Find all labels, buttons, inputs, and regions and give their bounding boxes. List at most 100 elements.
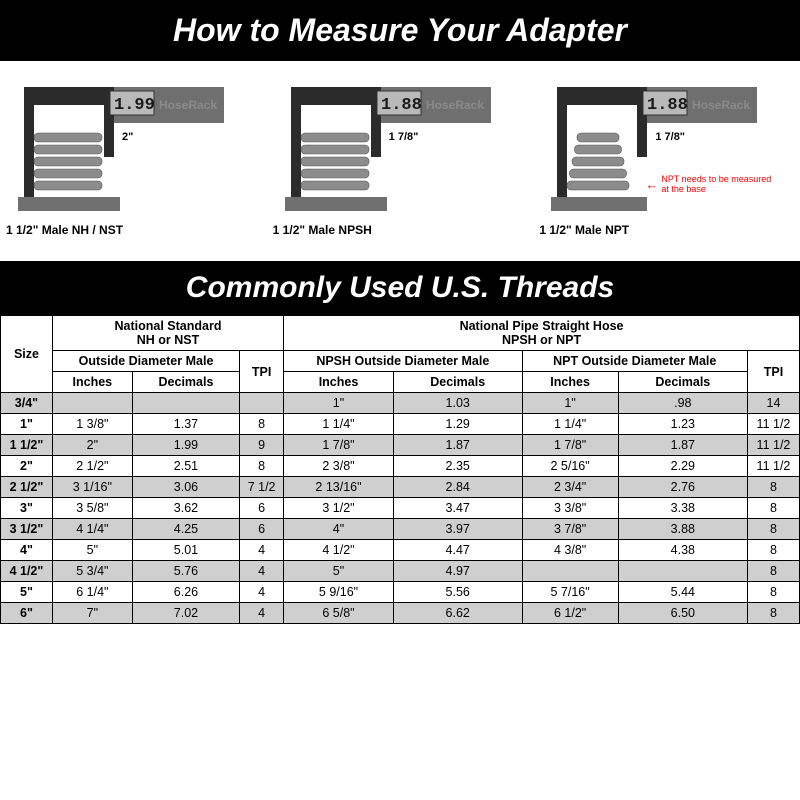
- cell-nh-dec: 5.76: [132, 561, 239, 582]
- cell-nh-dec: 1.37: [132, 414, 239, 435]
- cell-size: 2": [1, 456, 53, 477]
- caliper-reading-annotation: 2": [122, 131, 133, 143]
- caliper-block: 1.88HoseRack 1 7/8"1 1/2" Male NPSH: [271, 79, 530, 237]
- cell-size: 2 1/2": [1, 477, 53, 498]
- cell-nh-tpi: 8: [240, 456, 284, 477]
- cell-size: 6": [1, 603, 53, 624]
- cell-npt-in: 4 3/8": [522, 540, 618, 561]
- cell-npt-dec: 1.23: [618, 414, 747, 435]
- cell-npt-dec: 5.44: [618, 582, 747, 603]
- col-nh-decimals: Decimals: [132, 372, 239, 393]
- col-np-tpi: TPI: [747, 351, 799, 393]
- cell-npt-dec: 3.88: [618, 519, 747, 540]
- cell-nh-in: 3 1/16": [52, 477, 132, 498]
- table-row: 4 1/2" 5 3/4" 5.76 4 5" 4.97 8: [1, 561, 800, 582]
- table-row: 2 1/2" 3 1/16" 3.06 7 1/2 2 13/16" 2.84 …: [1, 477, 800, 498]
- cell-size: 3/4": [1, 393, 53, 414]
- col-npt-decimals: Decimals: [618, 372, 747, 393]
- svg-text:1.88: 1.88: [381, 96, 422, 115]
- cell-npsh-dec: 1.29: [393, 414, 522, 435]
- table-row: 5" 6 1/4" 6.26 4 5 9/16" 5.56 5 7/16" 5.…: [1, 582, 800, 603]
- cell-nh-tpi: 4: [240, 540, 284, 561]
- cell-npsh-in: 1 1/4": [284, 414, 394, 435]
- col-nh-tpi: TPI: [240, 351, 284, 393]
- cell-nh-tpi: 8: [240, 414, 284, 435]
- cell-npsh-in: 2 13/16": [284, 477, 394, 498]
- cell-npt-dec: 1.87: [618, 435, 747, 456]
- caliper-block: 1.99HoseRack 2" 1 1/2" Male NH / NST: [4, 79, 263, 237]
- cell-npt-in: [522, 561, 618, 582]
- group-national-standard: National StandardNH or NST: [52, 316, 283, 351]
- cell-nh-dec: 1.99: [132, 435, 239, 456]
- cell-size: 3 1/2": [1, 519, 53, 540]
- cell-nh-tpi: [240, 393, 284, 414]
- cell-nh-in: 2": [52, 435, 132, 456]
- cell-np-tpi: 14: [747, 393, 799, 414]
- table-row: 1 1/2" 2" 1.99 9 1 7/8" 1.87 1 7/8" 1.87…: [1, 435, 800, 456]
- cell-nh-in: 5": [52, 540, 132, 561]
- cell-npt-in: 1": [522, 393, 618, 414]
- caliper-illustration-2: 1.88HoseRack: [537, 79, 777, 219]
- cell-nh-dec: 7.02: [132, 603, 239, 624]
- cell-nh-in: 6 1/4": [52, 582, 132, 603]
- cell-nh-tpi: 7 1/2: [240, 477, 284, 498]
- caliper-block: 1.88HoseRack 1 7/8"←NPT needs to be meas…: [537, 79, 796, 237]
- cell-size: 5": [1, 582, 53, 603]
- cell-size: 1 1/2": [1, 435, 53, 456]
- cell-np-tpi: 11 1/2: [747, 435, 799, 456]
- cell-nh-dec: [132, 393, 239, 414]
- col-npsh-inches: Inches: [284, 372, 394, 393]
- cell-npt-in: 3 7/8": [522, 519, 618, 540]
- cell-np-tpi: 11 1/2: [747, 414, 799, 435]
- cell-npsh-dec: 3.97: [393, 519, 522, 540]
- cell-npt-dec: 4.38: [618, 540, 747, 561]
- svg-text:HoseRack: HoseRack: [159, 98, 217, 112]
- caliper-reading-annotation: 1 7/8": [655, 131, 685, 143]
- table-row: 2" 2 1/2" 2.51 8 2 3/8" 2.35 2 5/16" 2.2…: [1, 456, 800, 477]
- caliper-type-label: 1 1/2" Male NH / NST: [6, 223, 123, 237]
- cell-nh-in: 2 1/2": [52, 456, 132, 477]
- cell-npsh-in: 1 7/8": [284, 435, 394, 456]
- sub-nh-od: Outside Diameter Male: [52, 351, 239, 372]
- cell-np-tpi: 8: [747, 519, 799, 540]
- table-row: 6" 7" 7.02 4 6 5/8" 6.62 6 1/2" 6.50 8: [1, 603, 800, 624]
- cell-size: 3": [1, 498, 53, 519]
- cell-nh-dec: 6.26: [132, 582, 239, 603]
- cell-npt-in: 6 1/2": [522, 603, 618, 624]
- cell-nh-tpi: 4: [240, 561, 284, 582]
- cell-np-tpi: 11 1/2: [747, 456, 799, 477]
- cell-size: 1": [1, 414, 53, 435]
- cell-size: 4 1/2": [1, 561, 53, 582]
- svg-text:HoseRack: HoseRack: [426, 98, 484, 112]
- table-row: 4" 5" 5.01 4 4 1/2" 4.47 4 3/8" 4.38 8: [1, 540, 800, 561]
- cell-npsh-dec: 2.35: [393, 456, 522, 477]
- table-row: 3 1/2" 4 1/4" 4.25 6 4" 3.97 3 7/8" 3.88…: [1, 519, 800, 540]
- cell-npt-dec: 6.50: [618, 603, 747, 624]
- cell-np-tpi: 8: [747, 540, 799, 561]
- cell-npt-dec: [618, 561, 747, 582]
- cell-nh-dec: 2.51: [132, 456, 239, 477]
- cell-nh-dec: 5.01: [132, 540, 239, 561]
- cell-npt-dec: 2.76: [618, 477, 747, 498]
- caliper-illustration-0: 1.99HoseRack: [4, 79, 244, 219]
- cell-np-tpi: 8: [747, 561, 799, 582]
- group-national-pipe: National Pipe Straight HoseNPSH or NPT: [284, 316, 800, 351]
- cell-nh-dec: 3.06: [132, 477, 239, 498]
- cell-size: 4": [1, 540, 53, 561]
- cell-nh-in: 5 3/4": [52, 561, 132, 582]
- cell-npsh-dec: 3.47: [393, 498, 522, 519]
- cell-npsh-dec: 2.84: [393, 477, 522, 498]
- npt-note-arrow-icon: ←: [645, 177, 658, 192]
- caliper-reading-annotation: 1 7/8": [389, 131, 419, 143]
- cell-np-tpi: 8: [747, 603, 799, 624]
- cell-np-tpi: 8: [747, 477, 799, 498]
- threads-table: Size National StandardNH or NST National…: [0, 315, 800, 624]
- cell-nh-tpi: 4: [240, 603, 284, 624]
- cell-nh-in: 4 1/4": [52, 519, 132, 540]
- table-row: 1" 1 3/8" 1.37 8 1 1/4" 1.29 1 1/4" 1.23…: [1, 414, 800, 435]
- cell-npt-dec: 2.29: [618, 456, 747, 477]
- cell-nh-tpi: 6: [240, 519, 284, 540]
- cell-npsh-in: 1": [284, 393, 394, 414]
- table-row: 3" 3 5/8" 3.62 6 3 1/2" 3.47 3 3/8" 3.38…: [1, 498, 800, 519]
- cell-npsh-dec: 4.47: [393, 540, 522, 561]
